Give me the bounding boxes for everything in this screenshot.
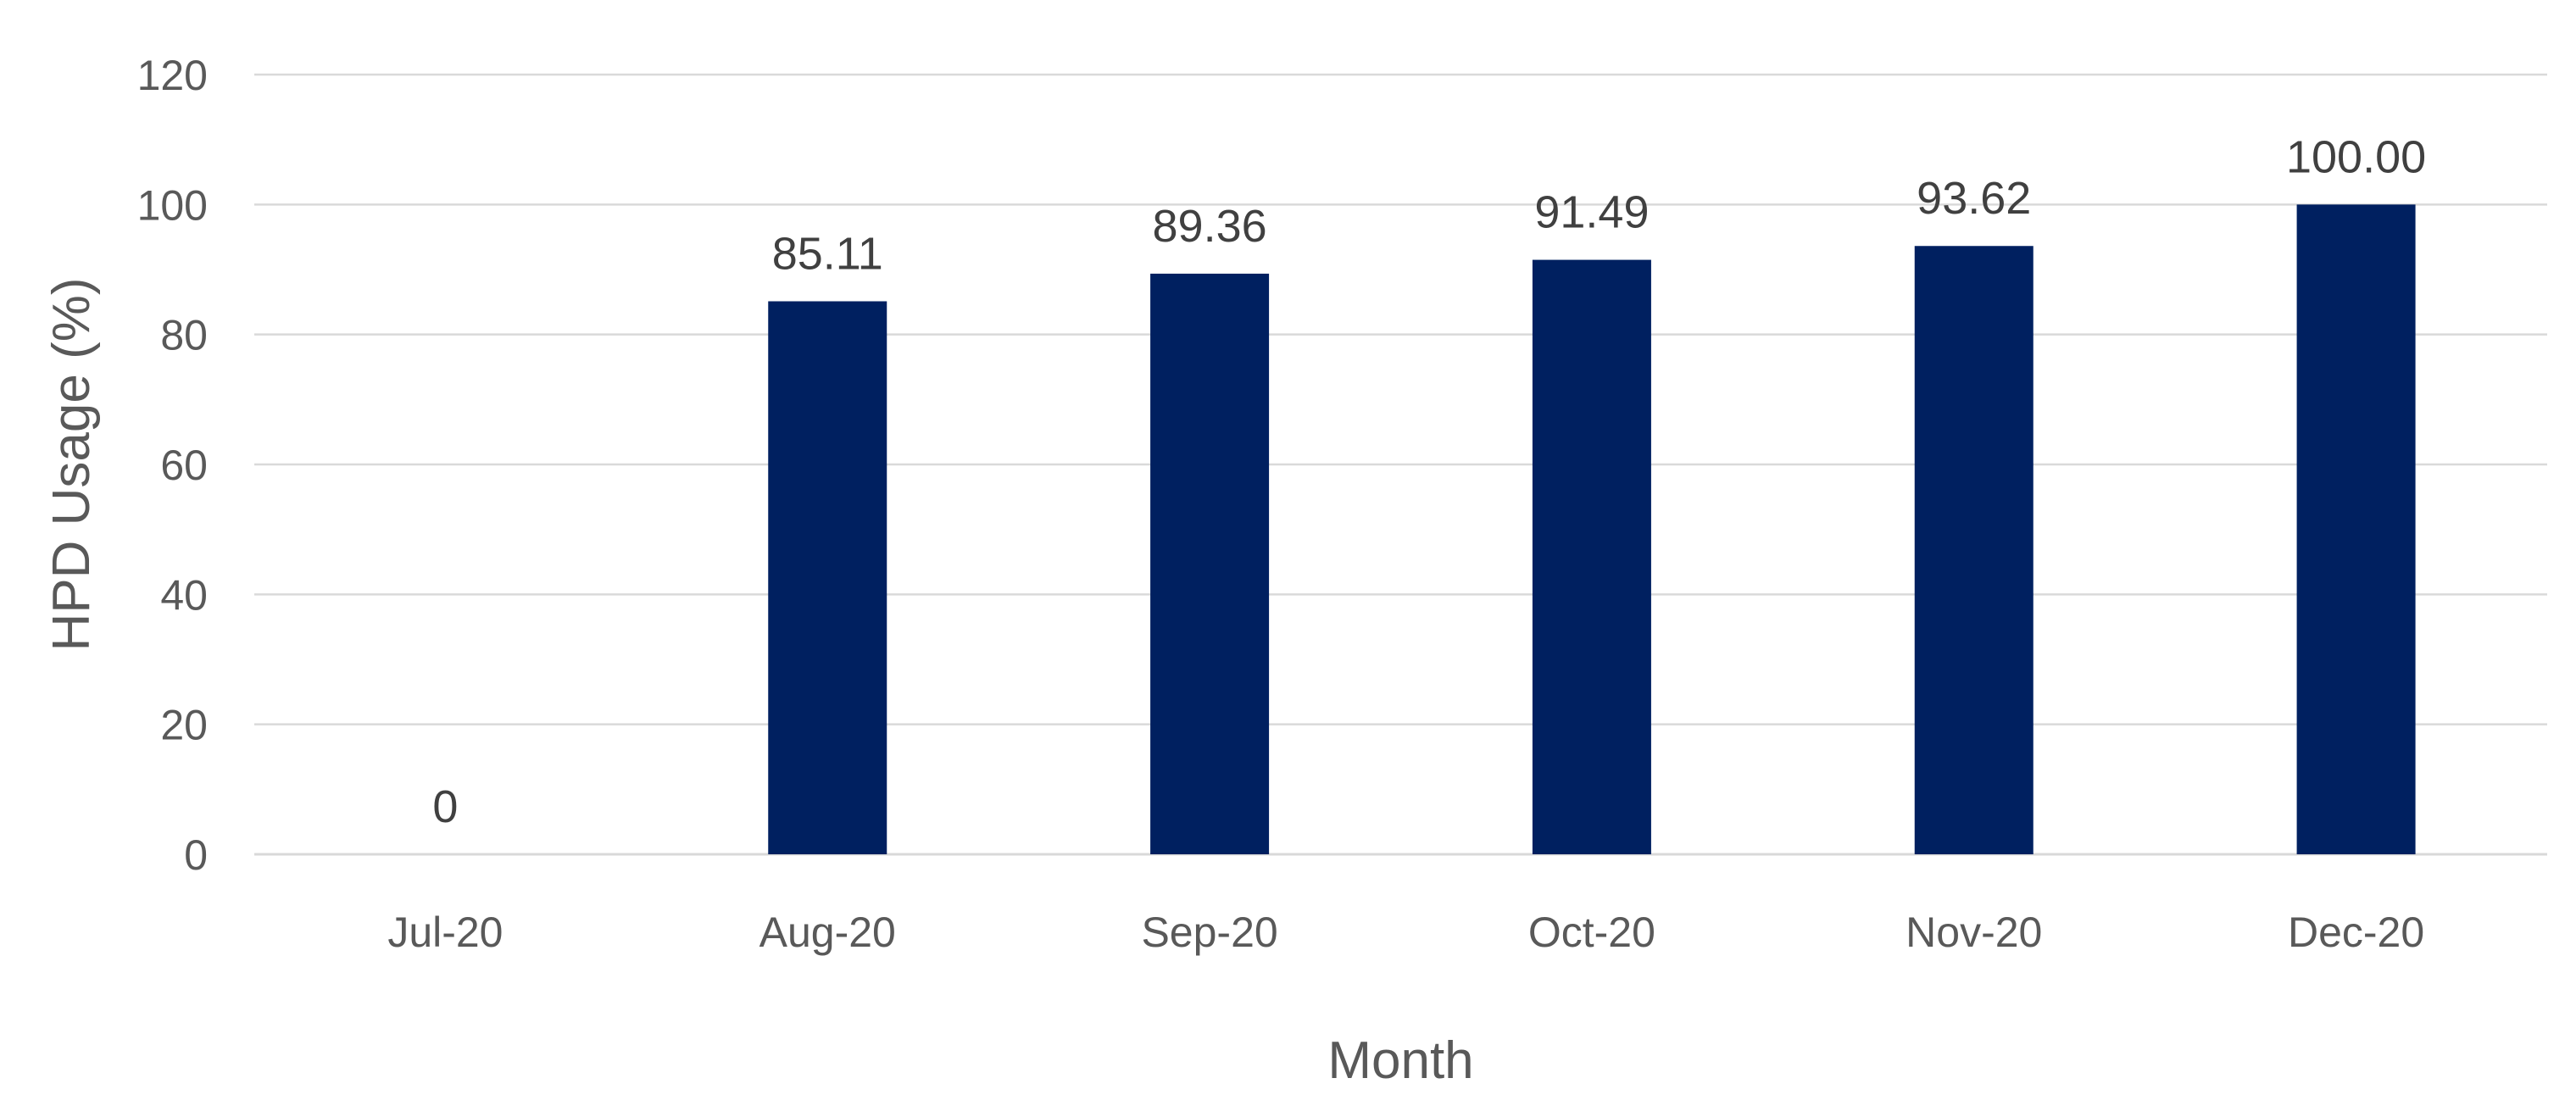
data-labels: 0 85.11 89.36 91.49 93.62 100.00 (432, 131, 2426, 832)
bar (1914, 246, 2034, 854)
data-label: 91.49 (1534, 187, 1649, 238)
bar (1150, 273, 1270, 854)
data-label: 0 (432, 781, 458, 832)
bar (768, 301, 887, 854)
y-tick-label: 120 (137, 52, 208, 99)
y-axis-title: HPD Usage (%) (42, 278, 101, 652)
y-tick-label: 0 (184, 831, 208, 879)
y-tick-label: 80 (160, 312, 208, 359)
x-category-label: Aug-20 (759, 909, 896, 956)
x-category-label: Oct-20 (1528, 909, 1655, 956)
y-axis-ticks: 0 20 40 60 80 100 120 (137, 52, 208, 879)
y-tick-label: 100 (137, 181, 208, 229)
y-tick-label: 60 (160, 442, 208, 489)
x-axis-categories: Jul-20 Aug-20 Sep-20 Oct-20 Nov-20 Dec-20 (387, 909, 2424, 956)
x-category-label: Nov-20 (1906, 909, 2042, 956)
x-axis-title: Month (1327, 1031, 1473, 1090)
bars (768, 204, 2416, 855)
bar (2296, 204, 2416, 855)
y-tick-label: 20 (160, 702, 208, 749)
x-category-label: Jul-20 (387, 909, 503, 956)
x-category-label: Dec-20 (2288, 909, 2424, 956)
y-tick-label: 40 (160, 571, 208, 619)
x-category-label: Sep-20 (1141, 909, 1277, 956)
data-label: 93.62 (1917, 173, 2031, 224)
data-label: 85.11 (772, 228, 883, 279)
data-label: 89.36 (1153, 201, 1267, 252)
data-label: 100.00 (2286, 131, 2426, 182)
bar (1532, 259, 1651, 854)
gridlines (254, 73, 2547, 856)
